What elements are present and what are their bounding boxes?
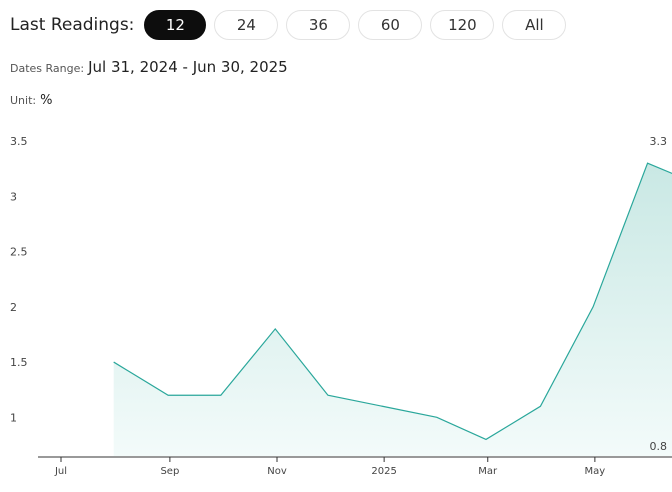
- y-tick-label: 1: [10, 411, 17, 424]
- range-button-36[interactable]: 36: [286, 10, 351, 40]
- x-tick-label: Sep: [160, 466, 179, 477]
- end-labels: 3.3 0.8: [650, 135, 668, 453]
- x-tick-label: 2025: [371, 466, 396, 477]
- y-tick-label: 2: [10, 301, 17, 314]
- y-axis: 1 1.5 2 2.5 3 3.5: [10, 135, 28, 424]
- x-tick-label: Nov: [267, 466, 287, 477]
- dates-range-value: Jul 31, 2024 - Jun 30, 2025: [88, 58, 288, 76]
- area-fill: [113, 163, 672, 456]
- x-tick-label: Mar: [478, 466, 498, 477]
- x-tick-label: May: [585, 466, 606, 477]
- range-button-120[interactable]: 120: [430, 10, 495, 40]
- readings-label: Last Readings:: [10, 15, 135, 35]
- y-tick-label: 2.5: [10, 246, 28, 259]
- y-tick-label: 3: [10, 190, 17, 203]
- range-button-all[interactable]: All: [502, 10, 567, 40]
- readings-selector: Last Readings: 12 24 36 60 120 All: [10, 9, 574, 41]
- x-axis: Jul Sep Nov 2025 Mar May: [38, 456, 672, 477]
- x-tick-label: Jul: [54, 466, 67, 477]
- plot-area: [113, 162, 672, 456]
- y-tick-label: 3.5: [10, 135, 28, 148]
- min-value-label: 0.8: [650, 440, 668, 453]
- dates-range-label: Dates Range:: [10, 62, 85, 75]
- range-button-12[interactable]: 12: [144, 10, 207, 40]
- unit-label: Unit:: [10, 94, 37, 107]
- max-value-label: 3.3: [650, 135, 668, 148]
- range-button-60[interactable]: 60: [358, 10, 423, 40]
- range-button-24[interactable]: 24: [214, 10, 279, 40]
- y-tick-label: 1.5: [10, 356, 28, 369]
- unit-row: Unit: %: [10, 93, 52, 108]
- unit-value: %: [40, 93, 53, 108]
- dates-range: Dates Range: Jul 31, 2024 - Jun 30, 2025: [10, 58, 288, 76]
- series-line: [113, 162, 672, 441]
